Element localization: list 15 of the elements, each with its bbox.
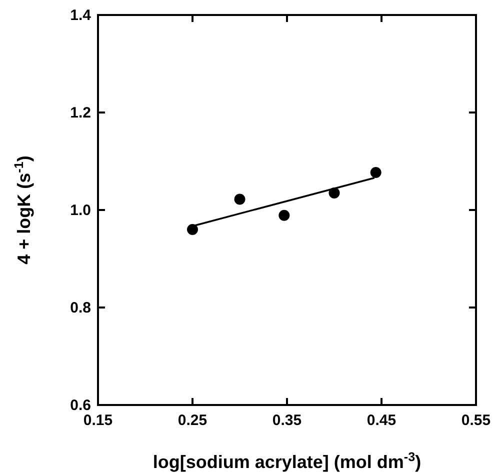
y-tick-label: 1.4 (70, 7, 92, 24)
y-tick-label: 1.0 (70, 202, 91, 219)
x-tick-label: 0.55 (461, 412, 491, 429)
x-tick-label: 0.15 (83, 412, 113, 429)
x-tick-label: 0.45 (366, 412, 396, 429)
point (234, 194, 246, 205)
y-tick-label: 0.6 (70, 397, 91, 414)
y-tick-label: 1.2 (70, 104, 91, 122)
point (187, 224, 198, 235)
point (278, 210, 290, 221)
x-tick-label: 0.35 (272, 412, 302, 429)
point (370, 166, 382, 178)
x-axis-title: log[sodium acrylate] (mol dm$^{-3}$) (152, 450, 422, 472)
x-tick-label: 0.25 (178, 412, 208, 429)
y-tick-label: 0.8 (70, 300, 91, 316)
